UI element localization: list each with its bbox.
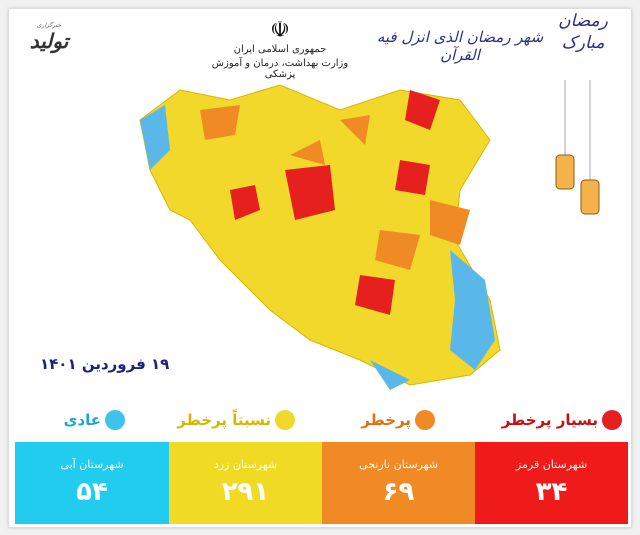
legend-high-risk: پرخطر	[361, 410, 435, 430]
yellow-count-box: شهرستان زرد ۲۹۱	[169, 442, 322, 524]
ramadan-greeting: رمضان مبارک	[558, 11, 608, 53]
red-count-box: شهرستان قرمز ۳۴	[475, 442, 628, 524]
ministry-line2: وزارت بهداشت، درمان و آموزش پزشکی	[211, 58, 349, 80]
legend-very-high-risk: بسیار پرخطر	[502, 410, 622, 430]
date-label: ۱۹ فروردین ۱۴۰۱	[40, 355, 170, 373]
quran-verse: شهر رمضان الذی انزل فیه القرآن	[376, 28, 544, 64]
orange-count-box: شهرستان نارنجی ۶۹	[322, 442, 475, 524]
lanterns-icon	[555, 80, 600, 215]
blue-dot-icon	[105, 410, 125, 430]
ministry-line1: جمهوری اسلامی ایران	[233, 44, 327, 55]
iran-emblem-icon: ☫	[270, 18, 290, 43]
iran-risk-map	[139, 84, 501, 390]
blue-count-box: شهرستان آبی ۵۴	[15, 442, 169, 524]
legend-normal: عادی	[64, 410, 125, 430]
orange-dot-icon	[415, 410, 435, 430]
ministry-header: ☫ جمهوری اسلامی ایران وزارت بهداشت، درما…	[205, 18, 355, 80]
legend-relatively-high-risk: نسبتاً پرخطر	[177, 410, 295, 430]
red-dot-icon	[602, 410, 622, 430]
yellow-dot-icon	[275, 410, 295, 430]
logo: خبرگزاری تولید	[29, 22, 69, 53]
